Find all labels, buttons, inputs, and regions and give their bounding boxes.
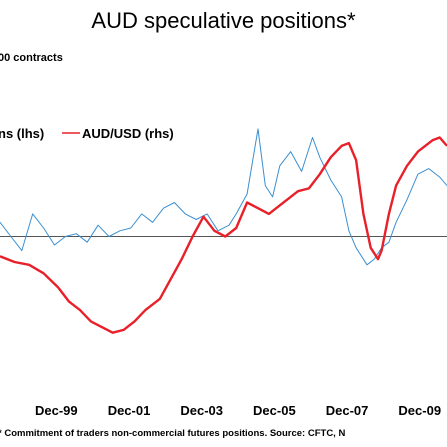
chart-title: AUD speculative positions*	[91, 8, 356, 33]
x-tick-label: Dec-03	[180, 403, 223, 418]
legend-label-positions: ns (lhs)	[0, 126, 44, 141]
x-tick-label: Dec-07	[326, 403, 369, 418]
y-axis-units-label: 00 contracts	[0, 52, 63, 64]
x-tick-label: Dec-09	[398, 403, 441, 418]
x-tick-label: Dec-99	[35, 403, 78, 418]
series-line-positions	[0, 128, 447, 266]
footnote: * Commitment of traders non-commercial f…	[0, 428, 346, 439]
series-line-audusd	[0, 136, 447, 334]
legend: ns (lhs) AUD/USD (rhs)	[0, 126, 174, 141]
series-layer	[0, 128, 447, 334]
x-tick-layer: Dec-99 Dec-01 Dec-03 Dec-05 Dec-07 Dec-09	[35, 403, 441, 418]
x-tick-label: Dec-01	[108, 403, 151, 418]
x-tick-label: Dec-05	[253, 403, 296, 418]
legend-label-audusd: AUD/USD (rhs)	[82, 126, 174, 141]
